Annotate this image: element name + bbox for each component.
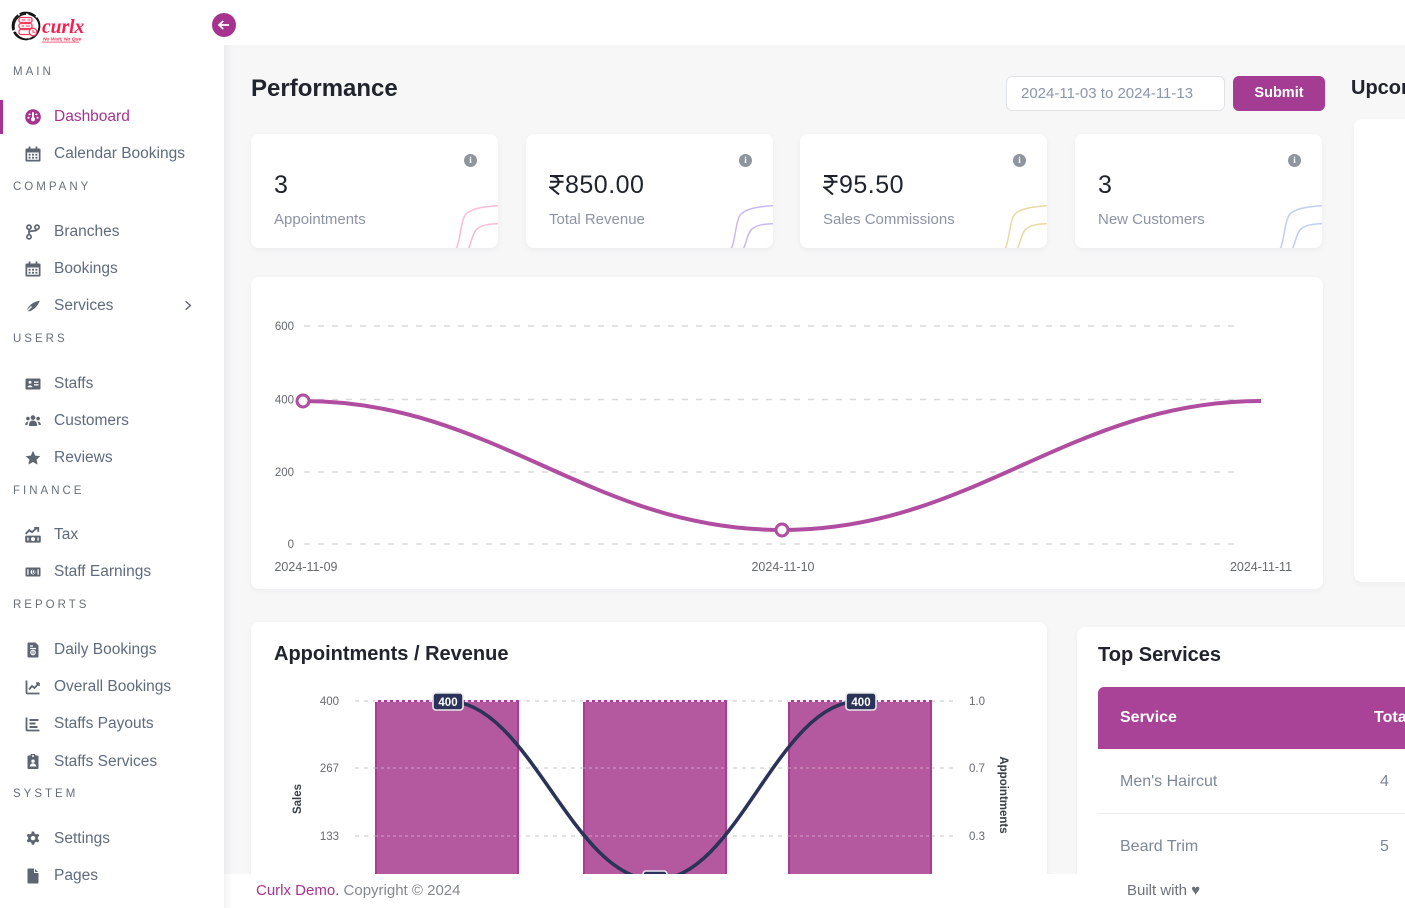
svg-text:Sales: Sales	[292, 784, 304, 814]
svg-text:No Wait, No Que: No Wait, No Que	[43, 37, 81, 43]
svg-text:2024-11-11: 2024-11-11	[1230, 560, 1292, 574]
svg-text:0: 0	[32, 570, 36, 576]
svg-text:200: 200	[275, 467, 294, 479]
svg-text:267: 267	[320, 763, 339, 775]
svg-text:2024-11-10: 2024-11-10	[751, 560, 814, 574]
svg-text:0.3: 0.3	[969, 831, 985, 843]
svg-text:Appointments: Appointments	[997, 756, 1009, 833]
svg-text:133: 133	[320, 831, 339, 843]
svg-text:curlx: curlx	[42, 17, 85, 38]
svg-text:400: 400	[438, 697, 457, 709]
svg-text:400: 400	[851, 697, 870, 709]
svg-text:0.7: 0.7	[969, 763, 985, 775]
svg-text:2024-11-09: 2024-11-09	[274, 560, 337, 574]
svg-text:1.0: 1.0	[969, 696, 985, 708]
svg-text:400: 400	[275, 395, 294, 407]
svg-text:0: 0	[288, 539, 294, 551]
svg-text:600: 600	[275, 321, 294, 333]
svg-text:400: 400	[320, 696, 339, 708]
